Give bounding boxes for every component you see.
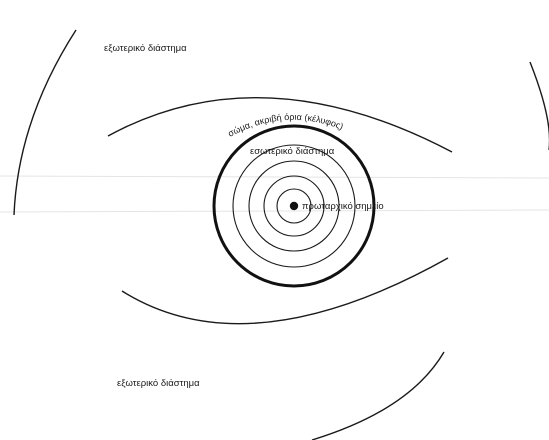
outer-arc-bottom bbox=[311, 351, 445, 440]
scan-line bbox=[0, 209, 549, 213]
lower-lens-curve bbox=[121, 257, 449, 325]
outer-space-label-top: εξωτερικό διάστημα bbox=[104, 43, 187, 54]
outer-arc-left bbox=[13, 29, 77, 216]
outer-space-label-bottom: εξωτερικό διάστημα bbox=[117, 378, 200, 389]
body-shell-circle bbox=[212, 124, 376, 288]
inner-ring-4 bbox=[276, 188, 312, 224]
inner-ring-1 bbox=[232, 144, 356, 268]
outer-arc-right bbox=[529, 61, 549, 150]
primordial-point-label: πρωταρχικό σημείο bbox=[302, 201, 384, 212]
primordial-point-dot bbox=[289, 201, 299, 211]
scan-line bbox=[0, 175, 549, 179]
inner-space-label: εσωτερικό διάστημα bbox=[250, 146, 335, 157]
inner-ring-3 bbox=[263, 175, 325, 237]
inner-ring-2 bbox=[248, 160, 340, 252]
upper-lens-curve bbox=[107, 96, 453, 153]
